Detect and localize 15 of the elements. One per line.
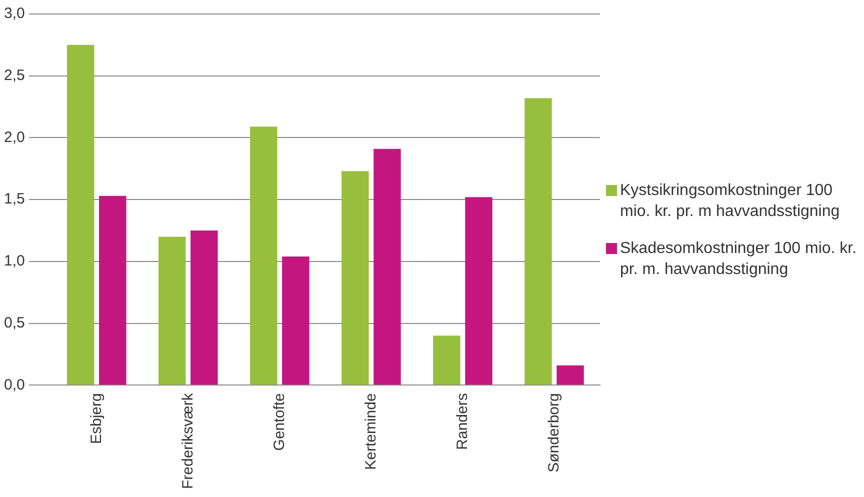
legend-label: Kystsikringsomkostninger 100 mio. kr. pr. m havvandsstigning — [620, 181, 841, 222]
y-tick-label: 1,5 — [4, 190, 25, 208]
y-tick-label: 0,0 — [4, 376, 25, 394]
legend-label: Skadesomkostninger 100 mio. kr. pr. m. havvandsstigning — [620, 239, 858, 280]
x-tick-label: Esbjerg — [88, 393, 105, 444]
x-tick-label: Randers — [454, 393, 471, 450]
x-tick-label: Frederiksværk — [179, 392, 196, 490]
x-tick-label: Sønderborg — [545, 393, 562, 472]
y-tick-label: 1,0 — [4, 252, 25, 270]
x-tick-label: Kerteminde — [362, 393, 380, 470]
y-tick-label: 2,5 — [4, 67, 25, 84]
y-tick-label: 2,0 — [4, 128, 25, 146]
y-tick-label: 3,0 — [4, 5, 25, 22]
x-tick-label: Gentofte — [270, 393, 288, 451]
y-tick-label: 0,5 — [4, 314, 25, 332]
